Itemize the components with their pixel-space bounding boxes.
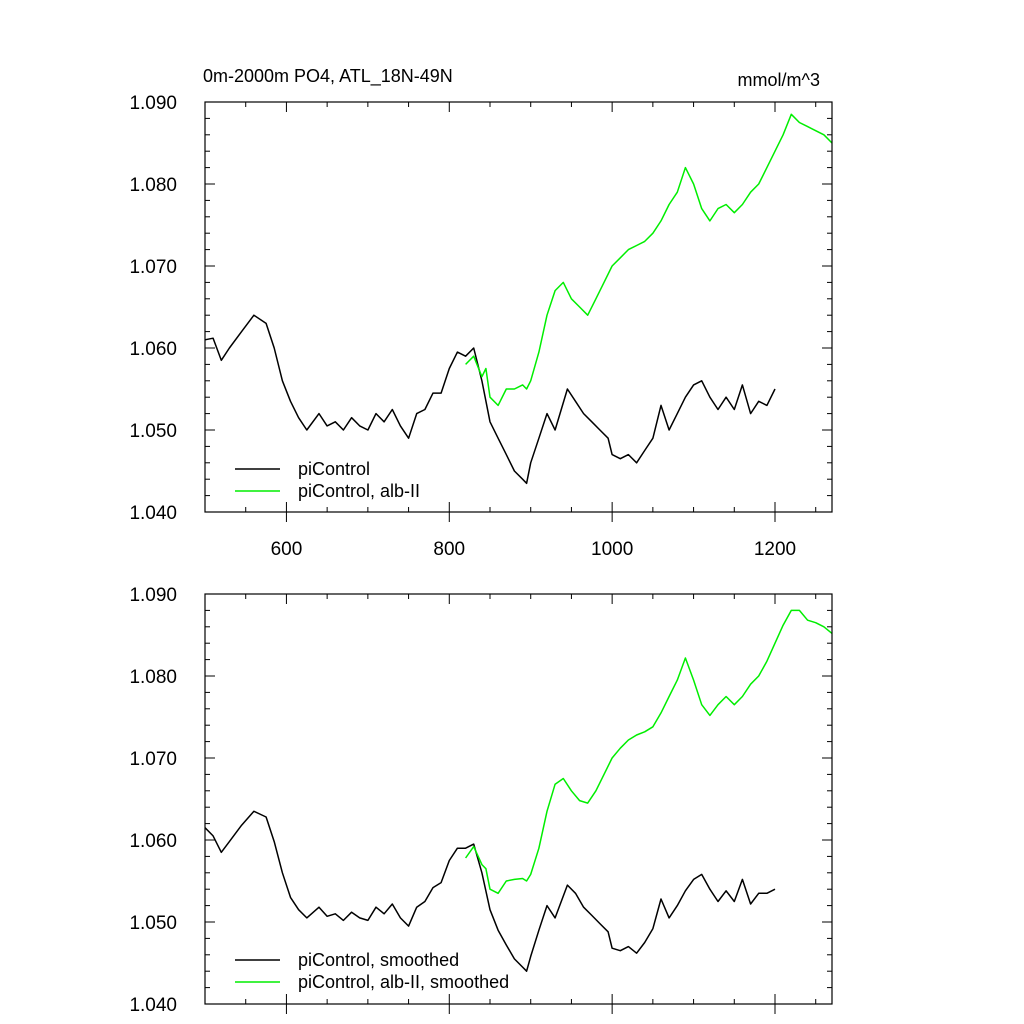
bottom-panel-frame — [204, 593, 833, 1005]
y-tick-label: 1.080 — [129, 175, 177, 196]
x-tick-label: 1200 — [754, 539, 796, 560]
series-line-picontrol-alb-ii-smoothed — [464, 609, 833, 895]
series-line-picontrol-smoothed — [204, 810, 776, 972]
panel-title: 0m-2000m PO4, ATL_18N-49N — [203, 66, 453, 87]
top-panel-frame — [204, 101, 833, 513]
y-tick-label: 1.060 — [129, 831, 177, 852]
units-label: mmol/m^3 — [738, 70, 820, 90]
y-tick-label: 1.070 — [129, 257, 177, 278]
x-tick-label: 800 — [433, 539, 465, 560]
y-tick-label: 1.090 — [129, 585, 177, 606]
legend-label-picontrol-smoothed: piControl, smoothed — [298, 950, 459, 970]
x-tick-label: 600 — [271, 539, 303, 560]
y-tick-label: 1.090 — [129, 93, 177, 114]
y-tick-label: 1.040 — [129, 995, 177, 1016]
series-line-picontrol — [204, 314, 776, 485]
bottom-panel: 1.040 1.050 1.060 1.070 1.080 1.090 piControl… — [129, 585, 833, 1016]
top-panel-ticks: 1.040 1.050 1.060 1.070 1.080 1.090 600 800 1000… — [129, 93, 832, 560]
legend-label-alb-ii: piControl, alb-II — [298, 481, 420, 501]
y-tick-label: 1.060 — [129, 339, 177, 360]
bottom-panel-legend: piControl, smoothed piControl, alb-II, s… — [235, 950, 509, 992]
y-tick-label: 1.050 — [129, 421, 177, 442]
legend-label-picontrol: piControl — [298, 459, 370, 479]
top-panel: 0m-2000m PO4, ATL_18N-49N mmol/m^3 1.040… — [129, 66, 833, 560]
top-panel-legend: piControl piControl, alb-II — [235, 459, 420, 501]
y-tick-label: 1.040 — [129, 503, 177, 524]
bottom-panel-series — [204, 609, 833, 972]
y-tick-label: 1.050 — [129, 913, 177, 934]
bottom-panel-ticks: 1.040 1.050 1.060 1.070 1.080 1.090 — [129, 585, 832, 1016]
y-tick-label: 1.070 — [129, 749, 177, 770]
legend-label-alb-ii-smoothed: piControl, alb-II, smoothed — [298, 972, 509, 992]
top-panel-series — [204, 113, 833, 485]
x-tick-label: 1000 — [591, 539, 633, 560]
y-tick-label: 1.080 — [129, 667, 177, 688]
series-line-picontrol-alb-ii — [465, 113, 833, 407]
